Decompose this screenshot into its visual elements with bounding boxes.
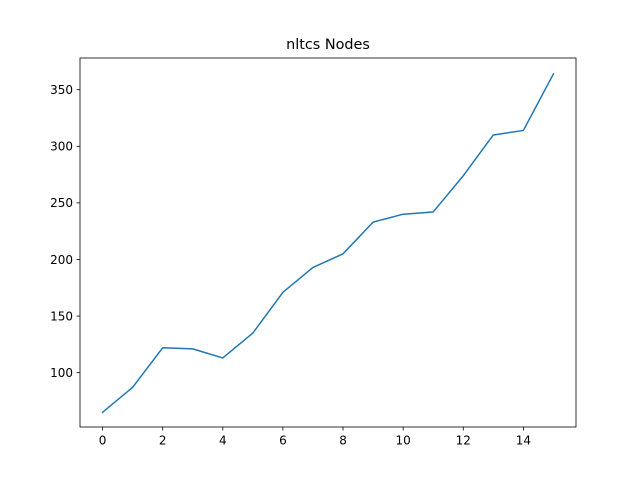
x-tick-label: 0	[99, 434, 107, 448]
plot-area: 0 2 4 6 8 10 12 14 100 150 200 250 300 350	[50, 57, 577, 448]
x-tick-label: 6	[279, 434, 287, 448]
x-tick-label: 4	[219, 434, 227, 448]
y-tick-label: 250	[50, 196, 73, 210]
chart-title: nltcs Nodes	[286, 37, 370, 53]
y-tick-label: 300	[50, 140, 73, 154]
series-line-0	[101, 72, 555, 414]
x-tick-label: 12	[456, 434, 471, 448]
y-tick-label: 200	[50, 253, 73, 267]
axes-frame	[79, 57, 577, 428]
x-tick-label: 8	[339, 434, 347, 448]
x-tick-label: 14	[516, 434, 531, 448]
y-tick-label: 100	[50, 366, 73, 380]
y-tick-label: 350	[50, 83, 73, 97]
x-tick-label: 2	[159, 434, 167, 448]
x-tick-label: 10	[396, 434, 411, 448]
y-tick-label: 150	[50, 309, 73, 323]
